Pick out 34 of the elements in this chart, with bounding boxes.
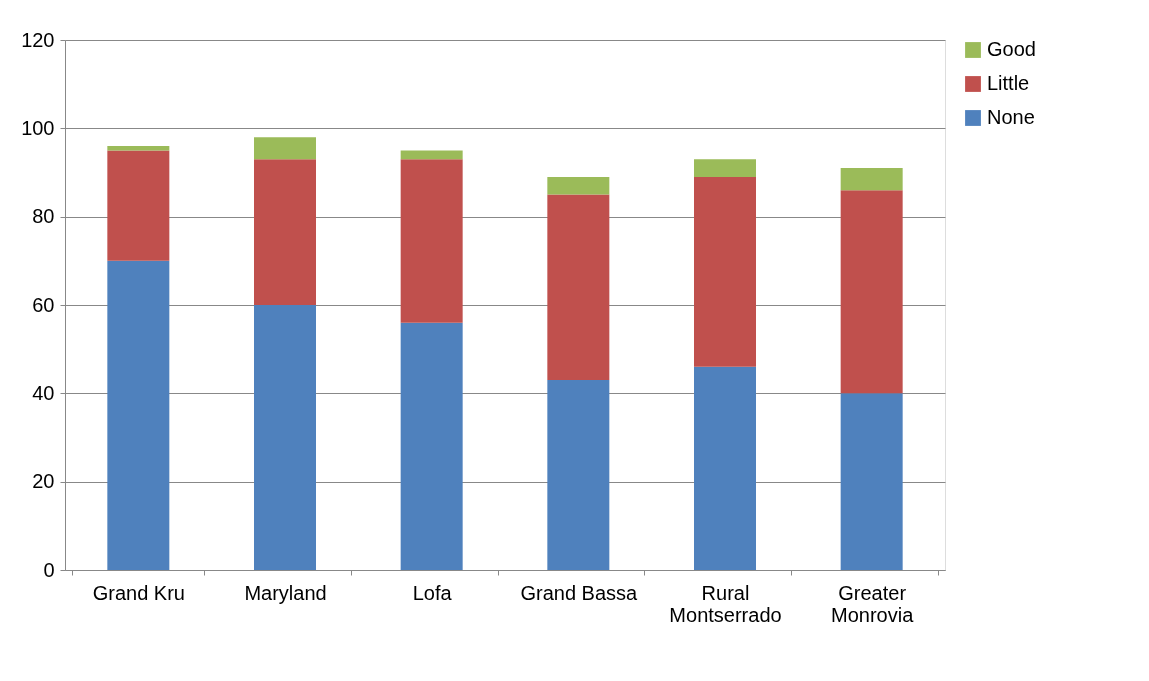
y-tick-label: 40 [32, 381, 55, 404]
bar [400, 159, 463, 323]
bar [254, 305, 316, 570]
legend-label: Little [987, 72, 1030, 94]
x-tick-label: Greater Monrovia [831, 581, 915, 626]
y-tick-label: 60 [32, 293, 55, 316]
bar [547, 380, 610, 570]
bar [254, 159, 316, 305]
y-tick-label: 80 [32, 205, 55, 228]
x-tick-label: Maryland [244, 581, 327, 604]
x-tick-label: Grand Bassa [520, 581, 639, 604]
bar [107, 260, 170, 570]
bar [254, 137, 316, 160]
x-tick-label: Rural Montserrado [669, 581, 782, 626]
bar [694, 366, 756, 570]
bar [400, 322, 463, 570]
bar [547, 194, 610, 381]
legend-label: Good [987, 38, 1036, 60]
bar [547, 176, 610, 195]
legend-label: None [987, 106, 1035, 128]
bar [694, 176, 756, 367]
y-tick-label: 0 [43, 558, 55, 581]
bar [840, 168, 903, 191]
y-tick-label: 100 [21, 116, 55, 139]
bar [107, 146, 170, 151]
y-tick-label: 20 [32, 470, 55, 493]
bar [107, 150, 170, 261]
bar [840, 393, 903, 570]
x-tick-label: Grand Kru [92, 581, 185, 604]
y-tick-label: 120 [21, 28, 55, 51]
bar [400, 150, 463, 160]
x-tick-label: Lofa [412, 581, 453, 604]
bar [840, 190, 903, 394]
bar [694, 159, 756, 177]
